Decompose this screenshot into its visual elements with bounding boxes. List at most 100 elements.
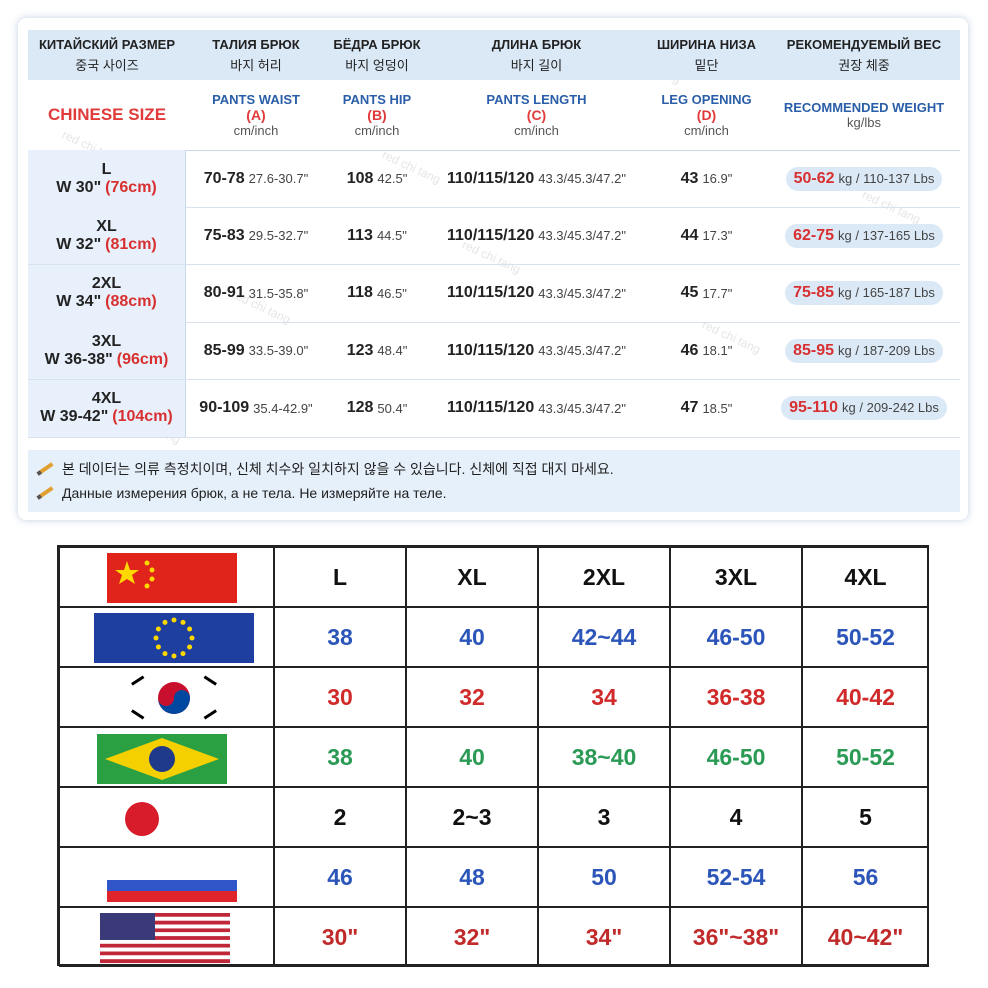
flag-cell xyxy=(59,547,274,607)
value-cm: 128 xyxy=(346,399,374,417)
value-cm: 108 xyxy=(346,169,374,187)
value-inch: 43.3/45.3/47.2" xyxy=(538,400,626,416)
value-cm: 85-99 xyxy=(203,341,245,359)
flag-cell xyxy=(59,907,274,967)
note: Данные измерения брюк, а не тела. Не изм… xyxy=(36,485,447,501)
measure-value: 108 42.5" xyxy=(326,150,428,207)
value-inch: 17.3" xyxy=(702,228,733,244)
size-label: CHINESE SIZE xyxy=(47,105,167,124)
header-ru: ДЛИНА БРЮК xyxy=(491,36,582,52)
conversion-value: 50-52 xyxy=(802,727,929,787)
value-inch: 33.5-39.0" xyxy=(248,343,309,359)
value-cm: 43 xyxy=(680,169,699,187)
header-ru: ШИРИНА НИЗА xyxy=(656,36,757,52)
conversion-value: 32" xyxy=(406,907,538,967)
value-inch: 29.5-32.7" xyxy=(248,228,309,244)
measure-unit: cm/inch xyxy=(514,123,559,138)
note-text: Данные измерения брюк, а не тела. Не изм… xyxy=(62,485,447,501)
conversion-value: 32 xyxy=(406,667,538,727)
weight-cell: 50-62 kg / 110-137 Lbs xyxy=(768,150,960,207)
value-inch: 17.7" xyxy=(702,285,733,301)
value-inch: 42.5" xyxy=(377,171,408,186)
value-inch: 18.1" xyxy=(702,343,733,359)
weight-pill: 50-62 kg / 110-137 Lbs xyxy=(785,166,943,191)
size: 2XL xyxy=(91,275,122,293)
size: XL xyxy=(96,217,117,235)
size-label-cell: CHINESE SIZE xyxy=(28,80,186,150)
flag-ru xyxy=(106,869,237,902)
value-inch: 48.4" xyxy=(377,343,408,359)
measure-value: 75-83 29.5-32.7" xyxy=(186,207,326,264)
measure-cell: PANTS LENGTH (C) cm/inch xyxy=(428,80,645,150)
weight-lbs: kg / 110-137 Lbs xyxy=(838,170,935,186)
conversion-value: 36"~38" xyxy=(670,907,802,967)
size-cell: 4XL W 39-42" (104cm) xyxy=(28,379,186,437)
header-ru: БЁДРА БРЮК xyxy=(333,36,421,52)
value-cm: 46 xyxy=(680,341,699,359)
measure-code: (C) xyxy=(526,107,547,123)
header-cell: ДЛИНА БРЮК 바지 길이 xyxy=(428,30,645,80)
waist-line: W 34" (88cm) xyxy=(56,293,157,311)
weight-kg: 50-62 xyxy=(793,169,835,187)
conversion-value: 46 xyxy=(274,847,406,907)
measure-value: 110/115/120 43.3/45.3/47.2" xyxy=(428,265,645,322)
flag-cell xyxy=(59,667,274,727)
conversion-value: 46-50 xyxy=(670,727,802,787)
waist-line: W 32" (81cm) xyxy=(56,236,157,254)
value-inch: 35.4-42.9" xyxy=(253,400,313,416)
flag-cell xyxy=(59,607,274,667)
measure-cell: PANTS WAIST (A) cm/inch xyxy=(186,80,326,150)
size: L xyxy=(101,160,112,178)
waist-cm: (76cm) xyxy=(105,178,157,196)
weight-lbs: kg / 209-242 Lbs xyxy=(842,400,939,416)
header-ko: 권장 체중 xyxy=(838,57,890,73)
header-cell: КИТАЙСКИЙ РАЗМЕР 중국 사이즈 xyxy=(28,30,186,80)
waist-inch: W 30" xyxy=(56,178,102,196)
measure-code: (A) xyxy=(246,107,266,123)
conversion-value: 5 xyxy=(802,787,929,847)
value-inch: 46.5" xyxy=(376,285,407,301)
conversion-value: 38~40 xyxy=(538,727,670,787)
value-cm: 45 xyxy=(680,284,699,302)
measure-value: 113 44.5" xyxy=(326,207,428,264)
header-cell: ШИРИНА НИЗА 밑단 xyxy=(645,30,768,80)
measure-value: 110/115/120 43.3/45.3/47.2" xyxy=(428,380,645,437)
flag-jp xyxy=(124,802,159,836)
conversion-value: 38 xyxy=(274,607,406,667)
header-cell: ТАЛИЯ БРЮК 바지 허리 xyxy=(186,30,326,80)
weight-pill: 62-75 kg / 137-165 Lbs xyxy=(785,223,943,248)
conversion-value: 40~42" xyxy=(802,907,929,967)
measure-value: 123 48.4" xyxy=(326,322,428,379)
conversion-value: 4 xyxy=(670,787,802,847)
value-cm: 110/115/120 xyxy=(447,226,535,244)
weight-pill: 75-85 kg / 165-187 Lbs xyxy=(785,281,943,306)
waist-cm: (96cm) xyxy=(116,350,169,368)
weight-kg: 62-75 xyxy=(793,226,835,244)
conversion-value: 42~44 xyxy=(538,607,670,667)
row-line xyxy=(28,436,960,438)
conversion-value: 30 xyxy=(274,667,406,727)
weight-lbs: kg / 165-187 Lbs xyxy=(838,285,935,301)
weight-cell: 95-110 kg / 209-242 Lbs xyxy=(768,380,960,437)
value-cm: 90-109 xyxy=(199,399,250,417)
flag-cell xyxy=(59,847,274,907)
size-header: 4XL xyxy=(802,547,929,607)
conversion-table: L XL 2XL 3XL 4XL 38 40 42~44 46-50 50-52 30 32 34 36-… xyxy=(57,545,929,967)
measure-value: 80-91 31.5-35.8" xyxy=(186,265,326,322)
conversion-value: 50 xyxy=(538,847,670,907)
conversion-value: 48 xyxy=(406,847,538,907)
header-ru: РЕКОМЕНДУЕМЫЙ ВЕС xyxy=(786,36,942,52)
value-inch: 50.4" xyxy=(377,400,408,416)
value-cm: 118 xyxy=(347,284,373,302)
header-ko: 중국 사이즈 xyxy=(75,57,139,73)
value-cm: 110/115/120 xyxy=(447,169,535,187)
weight-kg: 75-85 xyxy=(793,284,835,302)
waist-line: W 39-42" (104cm) xyxy=(40,408,173,426)
value-cm: 110/115/120 xyxy=(447,399,535,417)
header-ru: ТАЛИЯ БРЮК xyxy=(212,36,300,52)
rule xyxy=(28,150,960,151)
weight-lbs: kg / 187-209 Lbs xyxy=(838,342,935,358)
measure-cell: PANTS HIP (B) cm/inch xyxy=(326,80,428,150)
value-cm: 70-78 xyxy=(203,169,245,187)
value-cm: 110/115/120 xyxy=(447,341,535,359)
